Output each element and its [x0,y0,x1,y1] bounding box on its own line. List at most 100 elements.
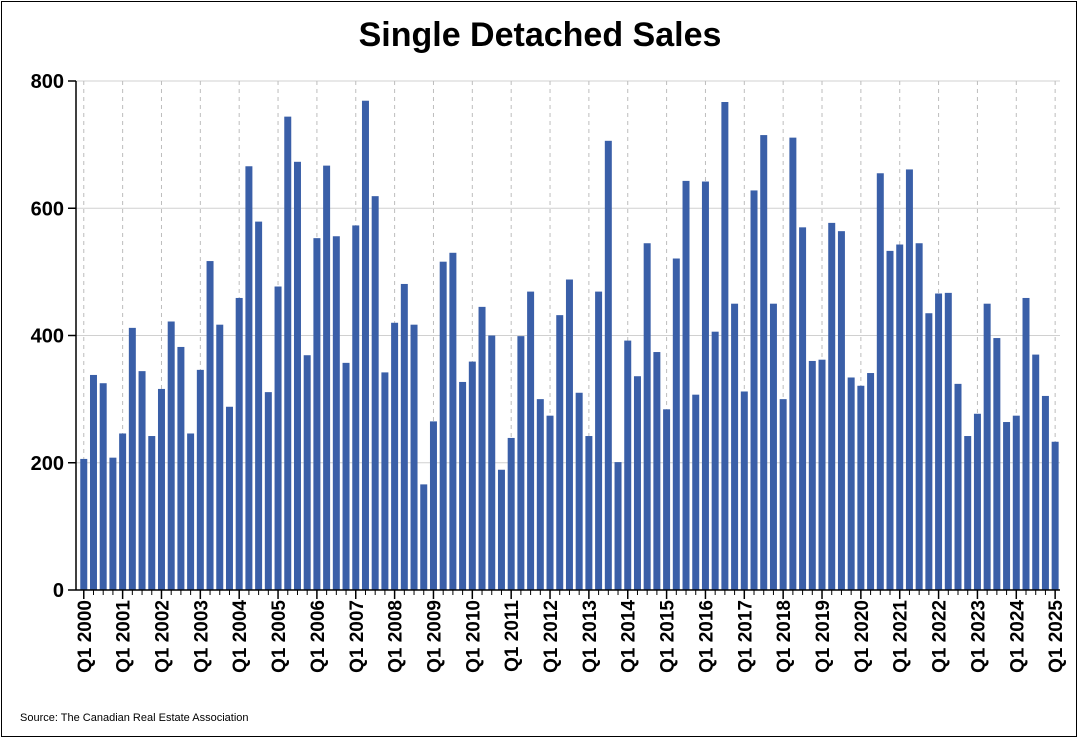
bar [973,413,981,590]
bar [701,181,709,590]
x-tick-label: Q1 2021 [891,600,912,673]
bar [672,258,680,590]
bar [429,421,437,590]
x-tick-label: Q1 2018 [774,600,795,673]
x-tick-label: Q1 2010 [463,600,484,673]
bar [1032,354,1040,590]
bar [361,100,369,590]
bar [896,244,904,590]
bar [964,436,972,590]
bar [565,279,573,590]
bar [653,352,661,590]
y-tick-label: 400 [31,326,64,348]
bar [818,359,826,590]
bar [99,383,107,590]
bar [867,373,875,590]
bar [274,286,282,590]
bar [89,374,97,590]
bar [1012,415,1020,590]
x-tick-label: Q1 2002 [152,600,173,673]
bar [323,165,331,590]
bar [546,415,554,590]
bar [799,227,807,590]
bar [119,433,127,590]
bar [789,137,797,590]
bar [614,462,622,590]
bar [1041,395,1049,590]
bar [352,225,360,590]
bar [177,346,185,590]
bar [857,385,865,590]
bar [575,392,583,590]
bar [769,303,777,590]
bar [556,315,564,590]
x-tick-label: Q1 2014 [619,600,640,673]
x-tick-label: Q1 2024 [1007,600,1028,673]
x-tick-label: Q1 2004 [230,600,251,673]
bar [371,196,379,590]
x-tick-label: Q1 2016 [696,600,717,673]
bar [439,261,447,590]
x-tick-label: Q1 2022 [930,600,951,673]
bar [216,324,224,590]
x-tick-label: Q1 2019 [813,600,834,673]
bar [633,376,641,590]
bar [682,180,690,590]
bar [517,336,525,590]
x-tick-label: Q1 2013 [580,600,601,673]
bar [692,394,700,590]
chart-title: Single Detached Sales [358,16,722,54]
bar [604,140,612,590]
bar [391,322,399,590]
x-tick-label: Q1 2000 [75,600,96,673]
bar [245,166,253,590]
bar [876,173,884,590]
bar [507,437,515,590]
bar [420,484,428,590]
bar [983,303,991,590]
bar [954,383,962,590]
bar [721,102,729,590]
bar [935,293,943,590]
bar [235,297,243,590]
x-tick-label: Q1 2008 [386,600,407,673]
y-tick-label: 0 [53,580,64,602]
bar [410,324,418,590]
bar [284,116,292,590]
bar [128,327,136,590]
bar [847,377,855,590]
y-tick-label: 800 [31,71,64,93]
x-tick-label: Q1 2011 [502,600,523,672]
x-tick-label: Q1 2020 [852,600,873,673]
bar [157,388,165,590]
x-tick-label: Q1 2001 [114,600,135,673]
bar [264,392,272,590]
bar [915,243,923,591]
x-tick-label: Q1 2015 [658,600,679,673]
bar [711,331,719,590]
bar [148,436,156,590]
bar [313,238,321,590]
bar [187,433,195,590]
bar [993,338,1001,590]
bar [80,458,88,590]
bar [1003,422,1011,590]
bar [808,360,816,590]
bar [944,292,952,590]
bar [828,222,836,590]
x-tick-label: Q1 2005 [269,600,290,673]
bar [750,190,758,590]
source-note: Source: The Canadian Real Estate Associa… [20,712,249,724]
bar [497,469,505,590]
bar [740,391,748,590]
bar [886,250,894,590]
bar [225,406,233,590]
bar [624,340,632,590]
bars [80,100,1059,591]
x-tick-label: Q1 2012 [541,600,562,673]
bar [595,291,603,590]
x-tick-label: Q1 2023 [968,600,989,673]
tick-labels: 0 200 400 600 800 Q1 2000 Q1 2001 Q1 2002 Q1 200… [31,71,1068,673]
bar [837,231,845,590]
